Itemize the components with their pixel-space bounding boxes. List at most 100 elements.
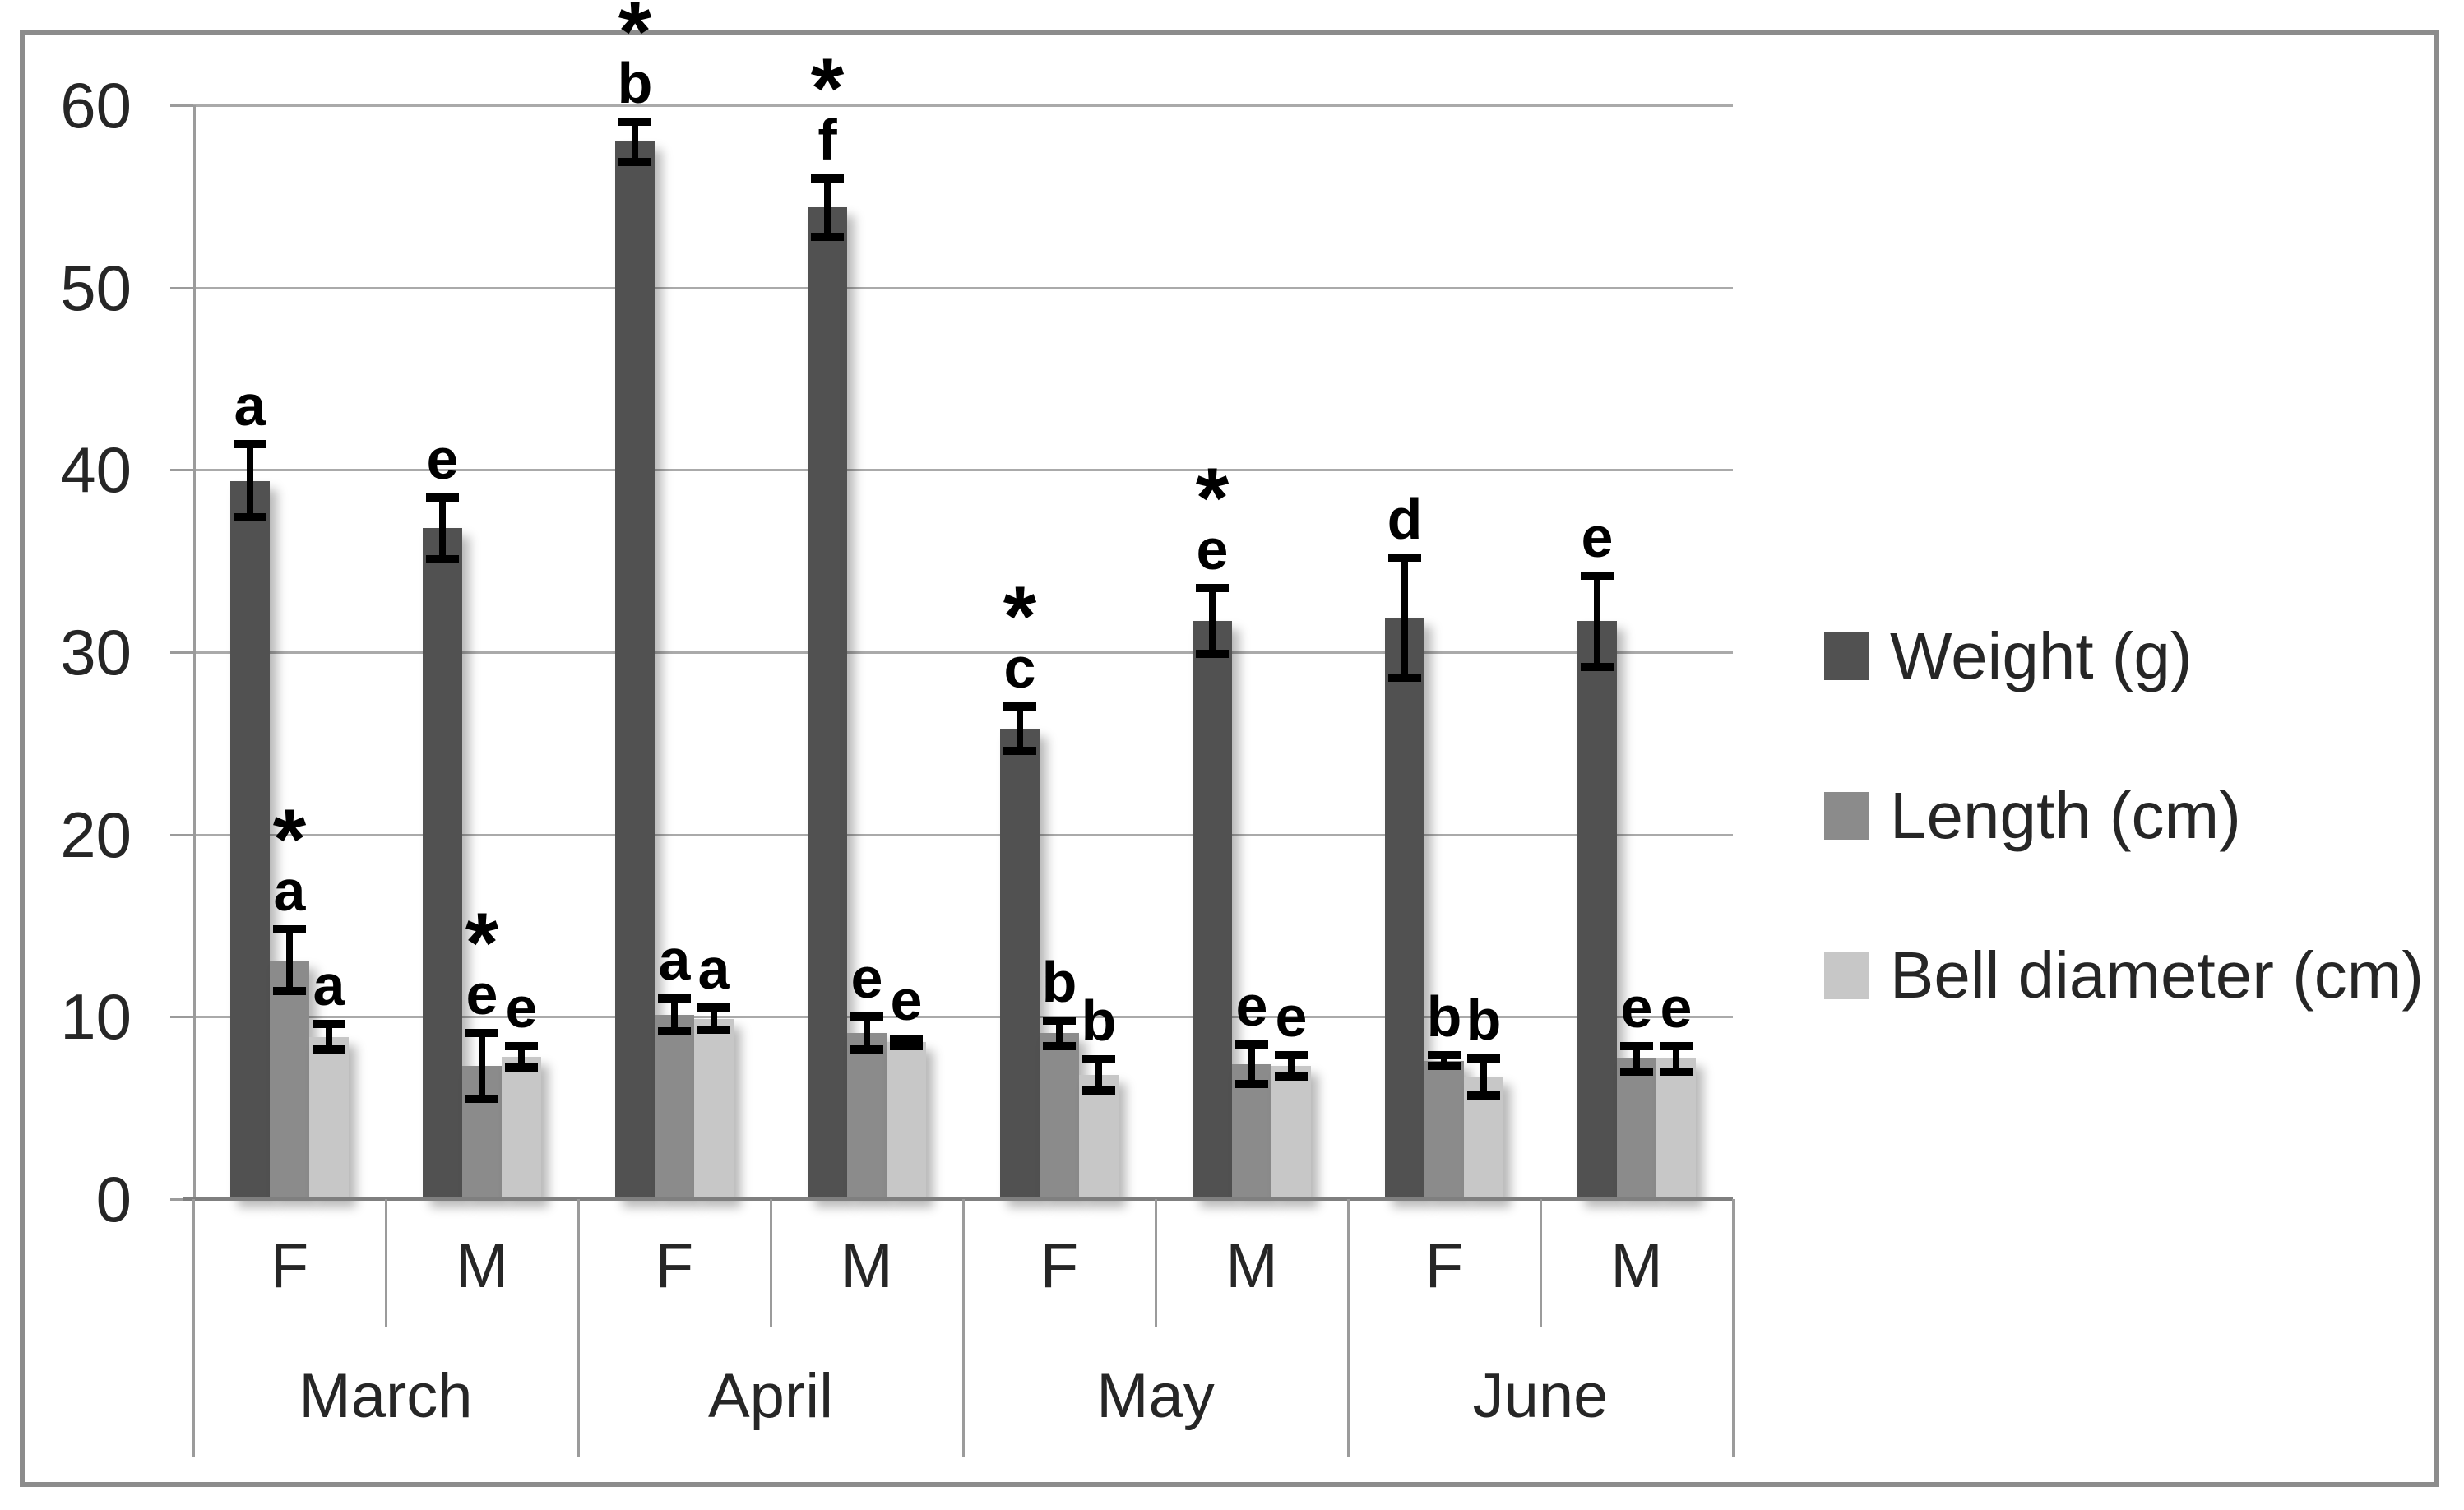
significance-label: e	[1202, 977, 1301, 1035]
error-bar-cap-bottom	[426, 554, 459, 563]
significance-label: d	[1355, 490, 1454, 548]
letter-marker: b	[1081, 989, 1117, 1054]
error-bar-cap-top	[273, 924, 306, 933]
letter-marker: e	[890, 967, 923, 1032]
significance-label: * b	[586, 0, 684, 115]
letter-marker: f	[817, 107, 837, 172]
letter-marker: b	[617, 50, 653, 115]
error-bar	[1633, 1045, 1640, 1072]
letter-marker: e	[1275, 984, 1308, 1049]
significance-label: e	[393, 430, 492, 488]
error-bar-cap-bottom	[1043, 1041, 1076, 1050]
y-axis-tick-40	[170, 469, 193, 472]
significance-label: e	[1242, 984, 1341, 1049]
asterisk-marker: *	[618, 0, 652, 80]
bar-june-m-length	[1617, 1058, 1656, 1199]
y-tick-label-50: 50	[60, 251, 132, 324]
letter-marker: a	[697, 937, 730, 1002]
error-bar-cap-bottom	[1467, 1091, 1500, 1100]
y-axis-tick-50	[170, 286, 193, 289]
error-bar	[1056, 1020, 1063, 1046]
letter-marker: e	[1581, 504, 1614, 569]
error-bar-cap-top	[658, 994, 691, 1003]
significance-label: e	[472, 975, 571, 1040]
month-divider	[1347, 1199, 1350, 1457]
y-axis-tick-20	[170, 833, 193, 836]
bar-june-m-bell	[1656, 1058, 1696, 1199]
error-bar-cap-bottom	[697, 1025, 730, 1034]
significance-label: e	[1548, 504, 1647, 569]
letter-marker: e	[465, 962, 498, 1027]
sex-divider	[385, 1199, 387, 1327]
gridline-30	[193, 651, 1733, 654]
letter-marker: b	[1466, 988, 1502, 1053]
error-bar	[1095, 1059, 1102, 1091]
letter-marker: e	[1620, 975, 1653, 1040]
significance-label: e	[857, 967, 956, 1032]
error-bar-cap-bottom	[618, 157, 651, 166]
y-axis-tick-30	[170, 651, 193, 654]
gridline-40	[193, 469, 1733, 472]
asterisk-marker: *	[1003, 569, 1037, 665]
asterisk-marker: *	[810, 40, 845, 137]
letter-marker: e	[1196, 517, 1229, 582]
error-bar	[439, 497, 446, 559]
significance-label: e	[1627, 979, 1725, 1036]
legend: Weight (g) Length (cm) Bell diameter (cm)	[1824, 618, 2424, 1013]
significance-label: b	[1434, 988, 1533, 1053]
x-axis-line	[183, 1197, 1733, 1201]
sex-label-may-f: F	[1040, 1231, 1079, 1301]
legend-item-bell: Bell diameter (cm)	[1824, 938, 2424, 1013]
legend-label: Length (cm)	[1890, 779, 2241, 852]
sex-label-june-m: M	[1610, 1231, 1663, 1301]
error-bar-cap-bottom	[1082, 1086, 1115, 1095]
letter-marker: e	[505, 975, 538, 1040]
error-bar-cap-bottom	[1581, 662, 1614, 671]
error-bar	[864, 1017, 870, 1050]
month-divider	[1732, 1199, 1735, 1457]
month-divider	[192, 1199, 195, 1457]
legend-swatch-icon	[1824, 952, 1869, 999]
bar-april-f-bell	[694, 1018, 734, 1199]
month-divider	[577, 1199, 580, 1457]
error-bar	[518, 1045, 525, 1068]
significance-label: * f	[778, 40, 877, 172]
letter-marker: a	[658, 928, 691, 993]
error-bar-cap-top	[1196, 584, 1229, 593]
error-bar-cap-top	[234, 440, 266, 449]
bar-march-m-bell	[502, 1057, 541, 1199]
error-bar-cap-top	[1428, 1050, 1461, 1059]
error-bar-cap-bottom	[1660, 1067, 1693, 1076]
letter-marker: e	[850, 946, 883, 1011]
error-bar	[1673, 1045, 1679, 1072]
bar-april-f-weight	[615, 141, 655, 1199]
bar-may-m-bell	[1271, 1066, 1311, 1199]
error-bar	[247, 444, 253, 517]
error-bar	[711, 1007, 717, 1030]
month-label-march: March	[299, 1361, 473, 1431]
error-bar-cap-top	[1660, 1041, 1693, 1050]
error-bar	[1209, 588, 1216, 655]
asterisk-marker: *	[272, 791, 307, 887]
bar-june-f-weight	[1385, 617, 1424, 1199]
error-bar-cap-top	[618, 117, 651, 126]
significance-label: * c	[970, 569, 1069, 697]
gridline-60	[193, 104, 1733, 107]
error-bar-cap-bottom	[273, 987, 306, 996]
y-tick-label-40: 40	[60, 433, 132, 507]
error-bar-cap-bottom	[234, 512, 266, 521]
bar-may-f-length	[1040, 1033, 1079, 1199]
error-bar-cap-bottom	[890, 1041, 923, 1050]
error-bar	[1441, 1054, 1447, 1067]
sex-label-june-f: F	[1424, 1231, 1464, 1301]
significance-label: a	[280, 956, 378, 1014]
y-tick-label-20: 20	[60, 798, 132, 871]
error-bar-cap-bottom	[313, 1045, 345, 1054]
error-bar-cap-top	[1620, 1041, 1653, 1050]
legend-item-length: Length (cm)	[1824, 778, 2424, 854]
significance-label: a	[665, 937, 763, 1002]
error-bar-cap-top	[313, 1020, 345, 1029]
gridline-10	[193, 1016, 1733, 1019]
error-bar-cap-top	[1043, 1016, 1076, 1025]
